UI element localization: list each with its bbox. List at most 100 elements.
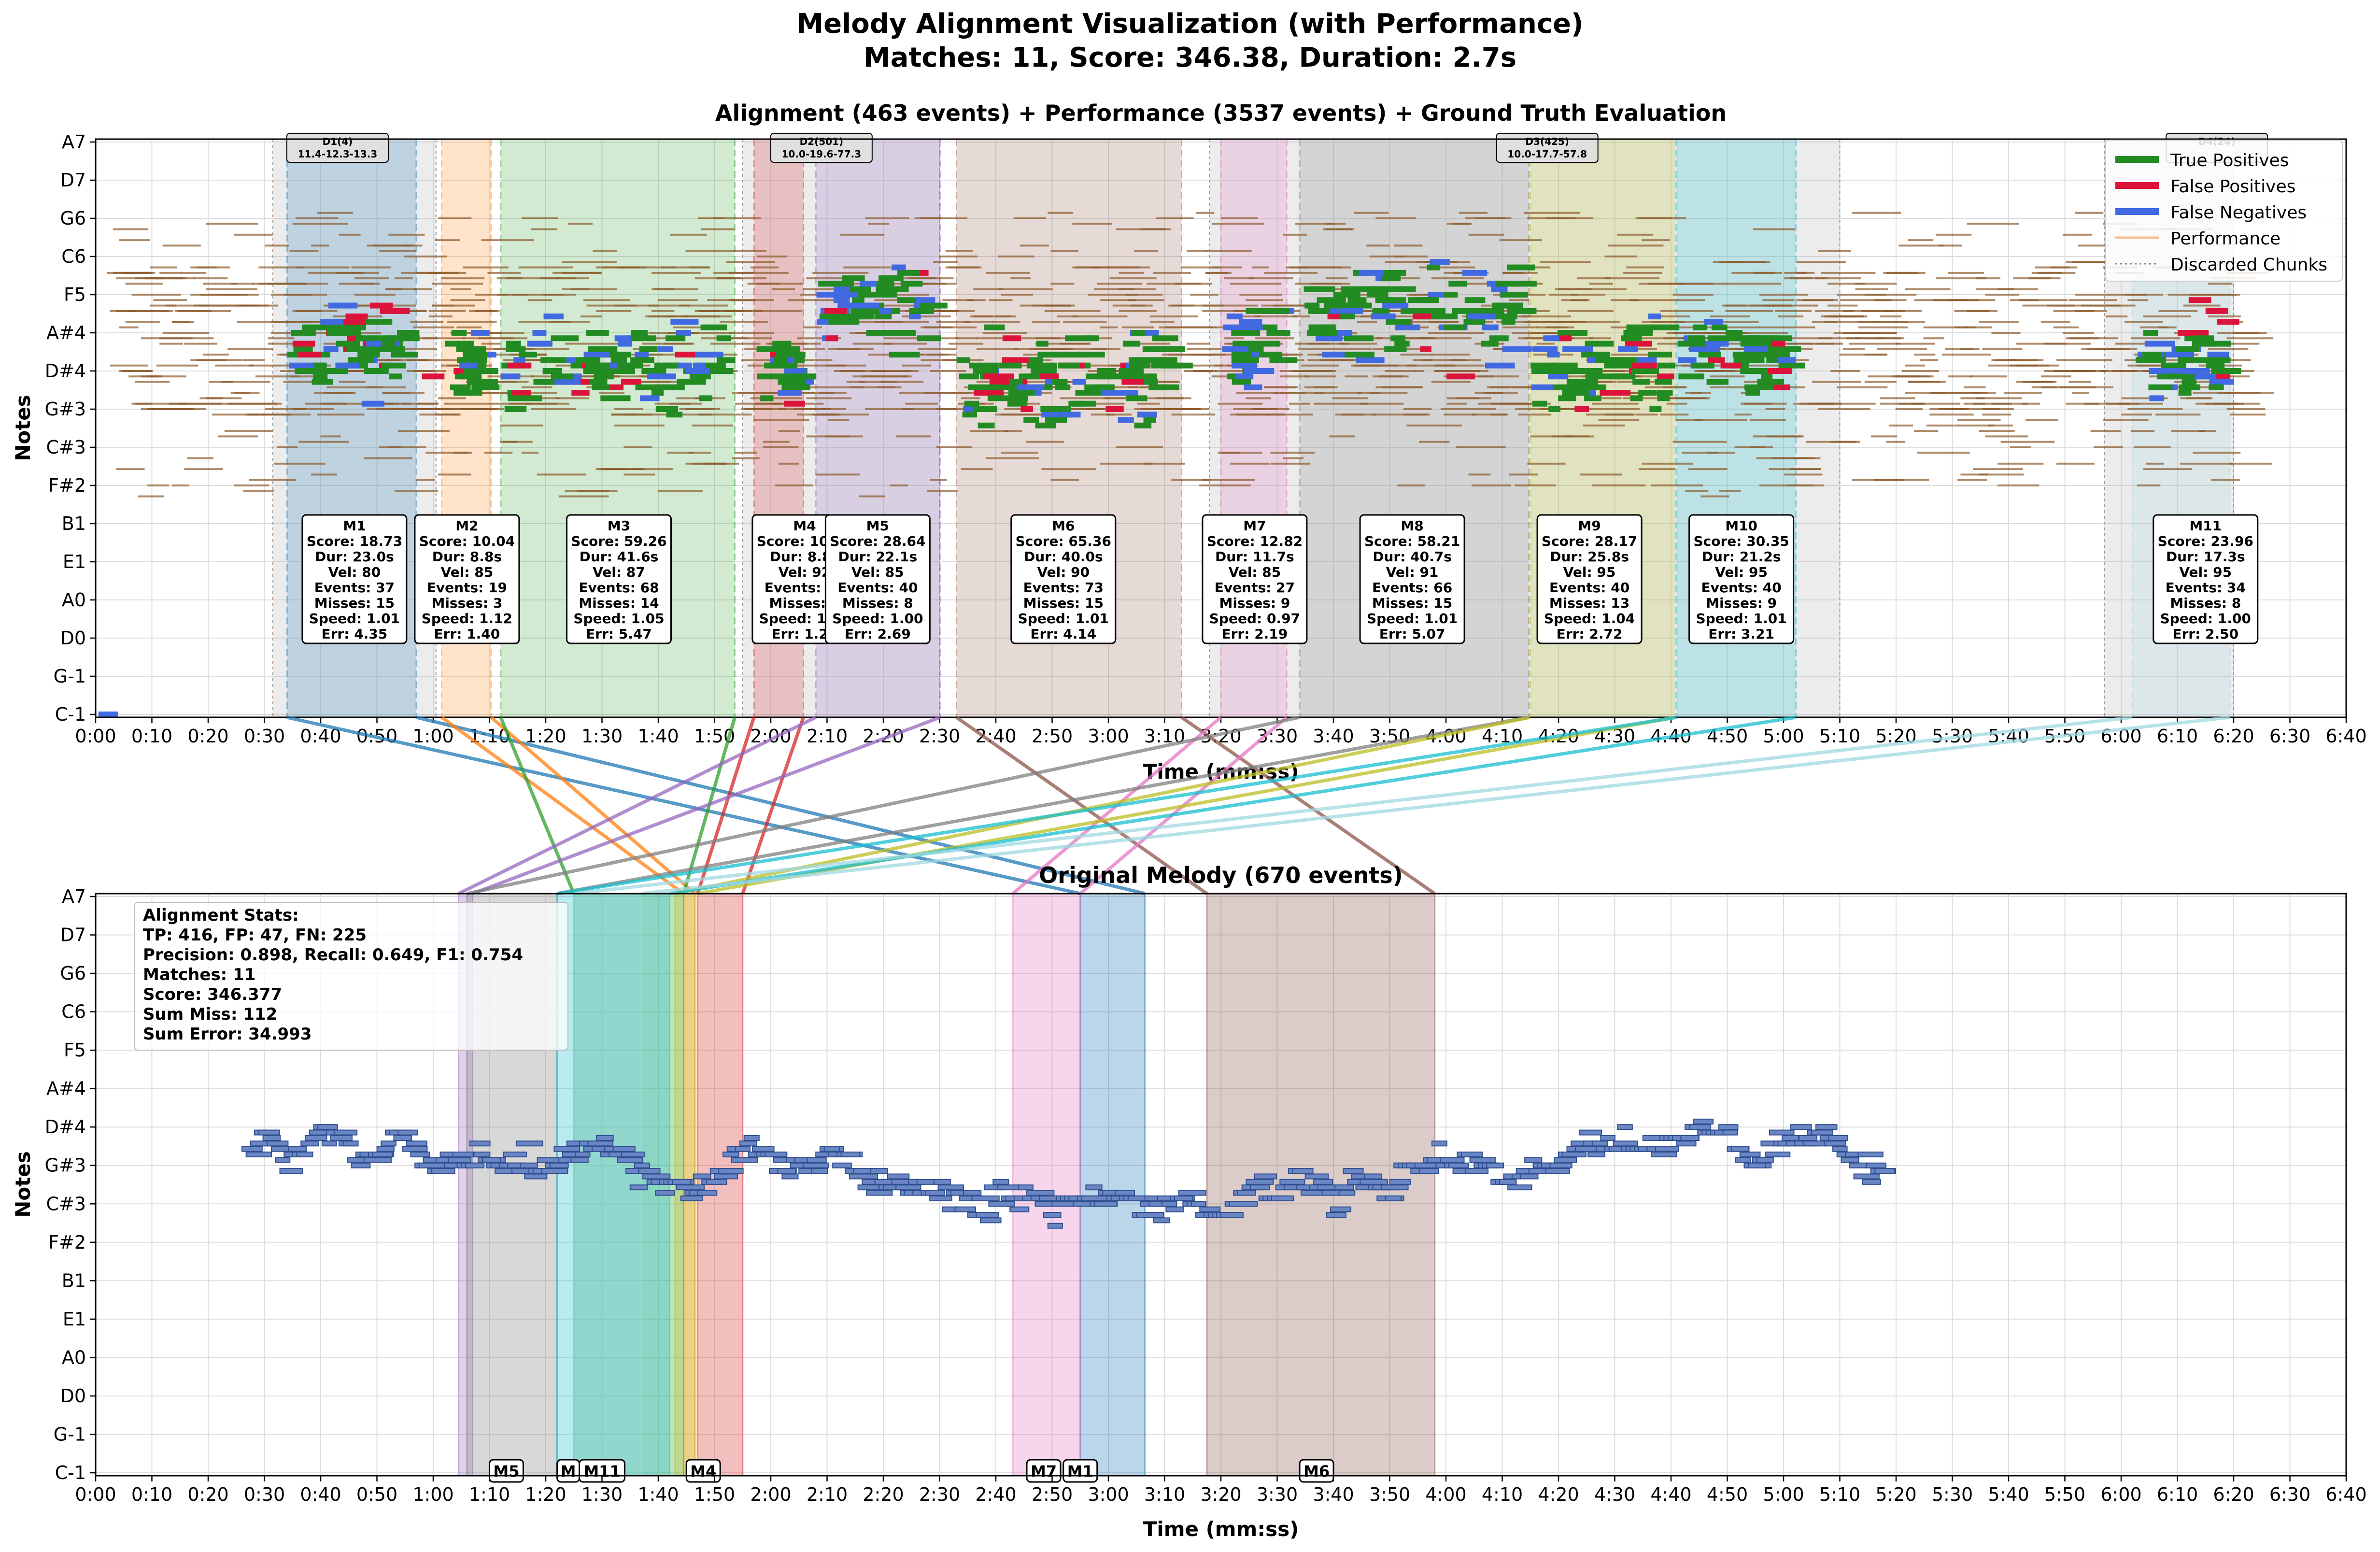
performance-note [1431,277,1484,280]
aligned-note [519,352,537,358]
original-note [1389,1179,1411,1185]
match-info-id: M3 [608,518,630,534]
performance-note [1502,326,1538,328]
aligned-note [1307,302,1319,309]
original-note [1680,1135,1700,1141]
performance-note [1310,283,1350,285]
performance-note [1827,283,1866,285]
performance-note [877,386,902,388]
aligned-note [2165,373,2195,380]
aligned-note [2180,368,2210,374]
performance-note [122,370,153,372]
aligned-note [378,341,396,347]
aligned-note [1344,335,1374,342]
aligned-note [1559,335,1572,342]
aligned-note [1317,297,1346,303]
aligned-note [1412,313,1431,320]
performance-note [131,294,181,296]
performance-note [234,233,273,236]
aligned-note [618,341,633,347]
performance-note [850,386,895,388]
original-note [1600,1135,1615,1141]
aligned-note [348,357,374,363]
performance-note [2025,419,2058,421]
aligned-note [2205,308,2228,314]
performance-note [199,304,251,307]
x-tick-label: 1:40 [638,1484,679,1505]
aligned-note [1055,384,1071,390]
original-note [401,1146,428,1152]
aligned-note [836,313,866,320]
aligned-note [1711,324,1728,330]
original-note [1841,1157,1859,1163]
aligned-note [389,335,420,342]
aligned-note [617,362,643,369]
performance-note [1895,342,1935,345]
performance-note [202,354,229,356]
performance-note [1967,223,2019,225]
performance-note [565,342,621,345]
match-info-err: Err: 3.21 [1708,626,1774,642]
performance-note [1097,283,1143,285]
match-info-err: Err: 2.72 [1557,626,1623,642]
aligned-note [1738,352,1769,358]
performance-note [1165,326,1217,328]
performance-note [1842,348,1865,350]
performance-note [837,283,876,285]
aligned-note [1657,362,1675,369]
performance-note [1679,283,1726,285]
match-info-events: Events: 68 [579,580,659,596]
x-tick-label: 5:20 [1875,1484,1916,1505]
x-tick-label: 1:30 [581,726,623,747]
performance-note [1580,473,1622,476]
performance-note [1564,435,1594,438]
performance-note [265,408,307,410]
performance-note [778,462,799,465]
performance-note [1409,294,1440,296]
performance-note [181,271,207,274]
performance-note [354,294,396,296]
performance-note [2056,462,2095,465]
performance-note [1796,261,1846,263]
performance-note [150,266,177,269]
performance-note [1719,490,1741,492]
aligned-note [382,362,406,369]
aligned-note [1037,352,1059,358]
original-note [1026,1190,1055,1196]
original-note [1326,1211,1346,1218]
performance-note [2143,315,2192,318]
performance-note [1128,299,1164,301]
aligned-note [346,346,370,352]
performance-note [1459,212,1488,214]
performance-note [859,321,882,323]
aligned-note [511,390,532,396]
performance-note [1960,348,1980,350]
original-note [979,1217,1002,1224]
performance-note [1905,364,1925,367]
aligned-note [1621,335,1642,342]
performance-note [1174,283,1212,285]
aligned-note [594,373,606,380]
performance-note [921,217,968,219]
original-note [1693,1118,1714,1125]
aligned-note [1452,308,1477,314]
aligned-note [335,362,359,369]
x-tick-label: 6:10 [2157,726,2198,747]
aligned-note [1745,390,1760,396]
performance-note [1329,435,1355,438]
performance-note [859,495,886,498]
aligned-note [897,297,921,303]
match-info-dur: Dur: 23.0s [315,549,394,565]
performance-note [524,402,570,405]
alignment-stats-line: Sum Error: 34.993 [143,1025,312,1044]
original-note [279,1168,303,1174]
aligned-note [1055,379,1068,385]
performance-note [450,299,485,301]
x-tick-label: 6:20 [2213,1484,2254,1505]
performance-note [883,342,927,345]
performance-note [998,256,1034,257]
performance-note [1685,490,1709,492]
aligned-note [2217,319,2239,325]
performance-note [224,430,273,432]
performance-note [1119,288,1156,290]
